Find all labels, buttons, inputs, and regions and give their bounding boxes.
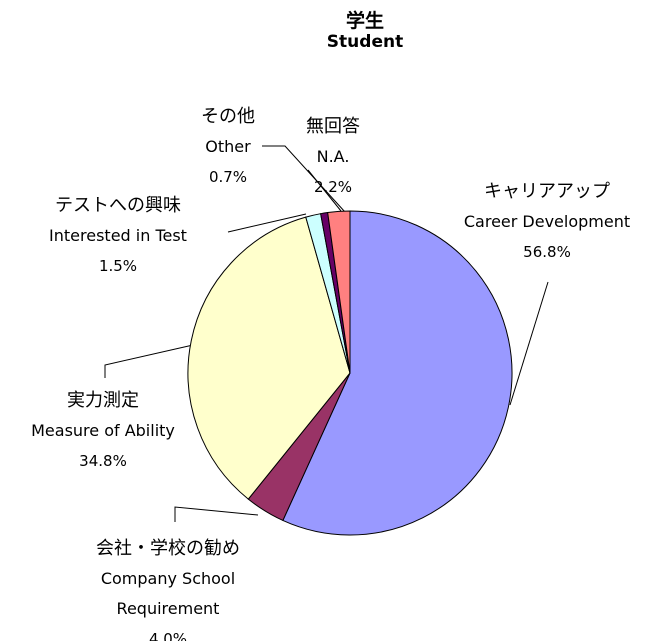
value-label: 1.5% [98,257,138,275]
category-label-en: Measure of Ability [31,421,175,440]
category-label-en: N.A. [316,147,350,166]
leader-line [227,213,307,233]
leader-line [509,281,549,406]
leader-line [104,344,194,378]
category-label: 無回答 [306,116,360,137]
slice-label: テストへの興味 Interested in Test 1.5% [3,191,233,281]
slice-label: キャリアアップ Career Development 56.8% [437,177,655,267]
value-label: 2.2% [313,178,353,196]
category-label: テストへの興味 [55,195,181,216]
leader-line [174,506,259,522]
pie-slice [187,216,351,500]
category-label: 実力測定 [67,390,139,411]
category-label-en: Career Development [463,212,631,231]
chart-subtitle: Student [326,32,404,52]
pie-slice [327,210,351,374]
value-label: 4.0% [148,630,188,641]
slice-label: 実力測定 Measure of Ability 34.8% [0,386,208,476]
chart-title: 学生 [345,10,384,32]
leader-line [262,145,346,213]
slice-label: その他 Other 0.7% [168,102,288,192]
slice-label: 会社・学校の勧め Company School Requirement 4.0% [93,534,243,641]
value-label: 0.7% [208,168,248,186]
category-label-en: Other [205,137,251,156]
leader-lines [104,145,549,522]
category-label: キャリアアップ [484,181,610,202]
pie-slice [282,210,513,536]
category-label: 会社・学校の勧め [96,538,240,559]
category-label-en: Interested in Test [49,226,187,245]
value-label: 34.8% [79,452,127,470]
slice-label: 無回答 N.A. 2.2% [273,112,393,202]
category-label-en: Company School Requirement [100,569,236,618]
value-label: 56.8% [523,243,571,261]
leader-line [307,169,342,212]
category-label: その他 [201,106,255,127]
